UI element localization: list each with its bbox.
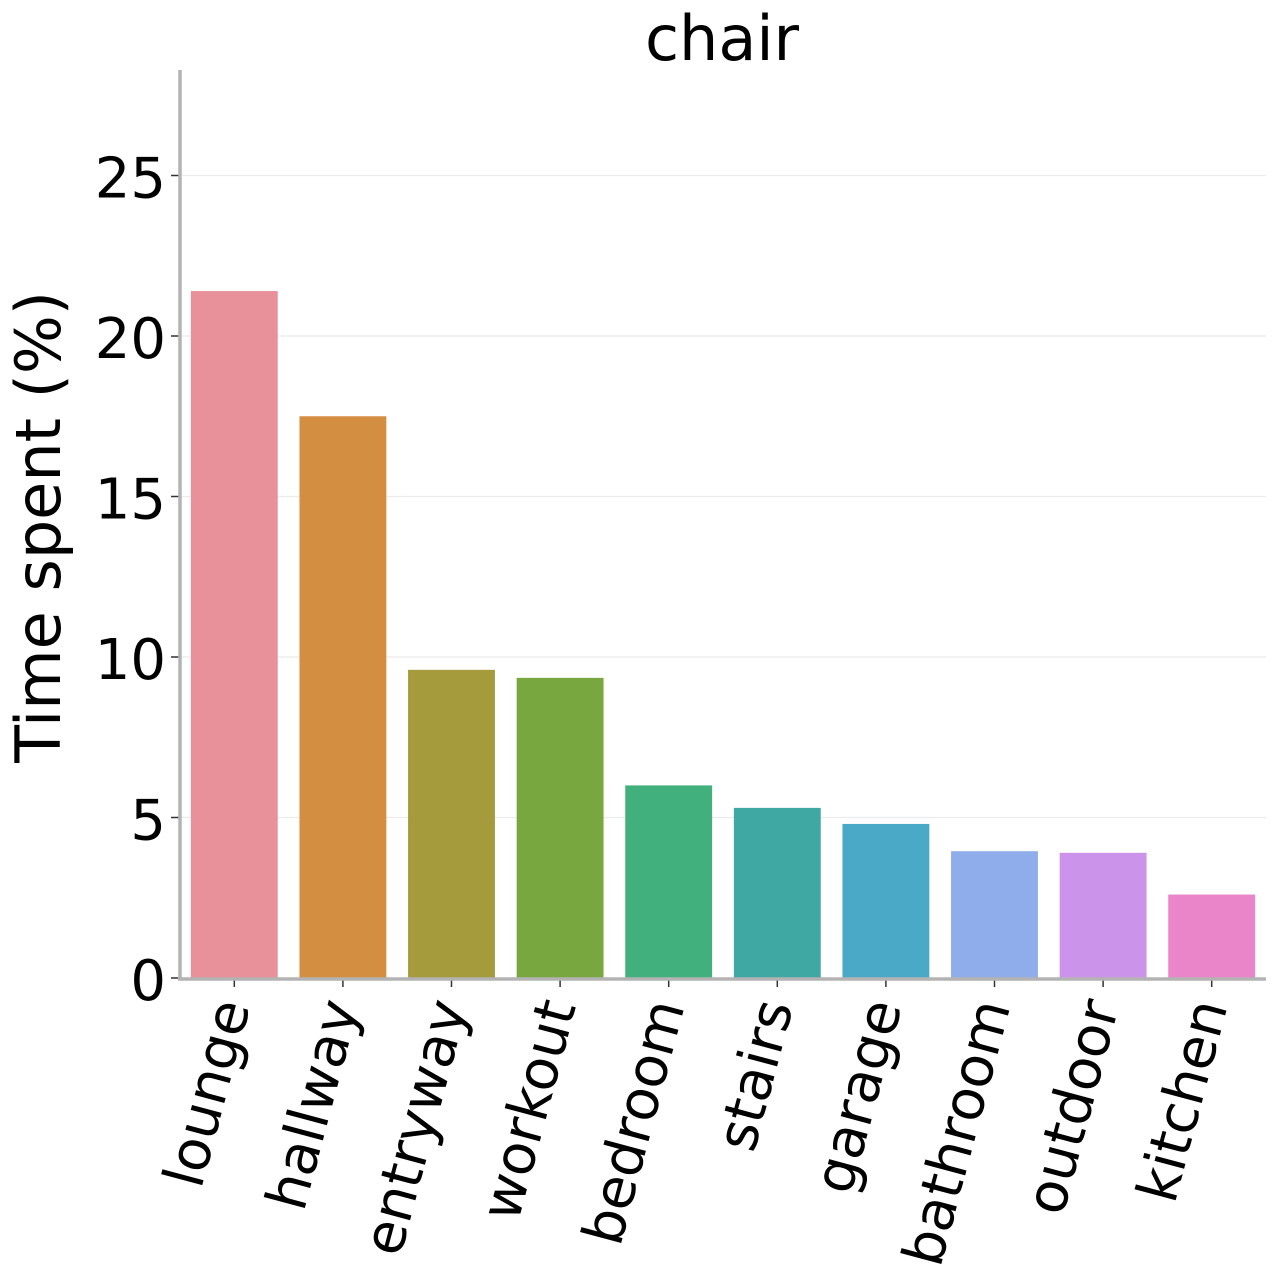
x-tick-label: entryway	[351, 993, 481, 1262]
y-tick-label: 10	[95, 628, 166, 693]
bar-outdoor	[1059, 852, 1147, 978]
bar-hallway	[299, 416, 387, 978]
y-tick-label: 20	[95, 307, 166, 372]
x-tick-label: workout	[469, 993, 590, 1227]
y-ticks: 0 5 10 15 20 25	[95, 147, 180, 1014]
bars	[190, 291, 1256, 978]
bar-entryway	[408, 669, 495, 978]
x-tick-label: stairs	[704, 993, 806, 1158]
bar-bedroom	[625, 785, 713, 978]
bar-garage	[842, 823, 930, 978]
bar-kitchen	[1168, 894, 1256, 978]
chart-title: chair	[645, 2, 800, 75]
bar-workout	[516, 677, 604, 978]
x-tick-label: outdoor	[1013, 992, 1133, 1221]
y-tick-label: 5	[130, 789, 166, 854]
x-tick-label: bathroom	[891, 993, 1024, 1272]
bar-bathroom	[951, 851, 1038, 978]
y-tick-label: 15	[95, 468, 166, 533]
x-tick-label: hallway	[254, 993, 372, 1217]
x-tick-label: garage	[802, 993, 916, 1200]
x-tick-label: bedroom	[571, 993, 699, 1252]
bar-lounge	[190, 291, 278, 978]
y-tick-label: 25	[95, 147, 166, 212]
x-tick-label: kitchen	[1125, 993, 1241, 1209]
y-axis-label: Time spent (%)	[2, 291, 75, 764]
bar-stairs	[733, 807, 821, 978]
y-tick-label: 0	[130, 949, 166, 1014]
x-tick-label: lounge	[152, 993, 264, 1194]
